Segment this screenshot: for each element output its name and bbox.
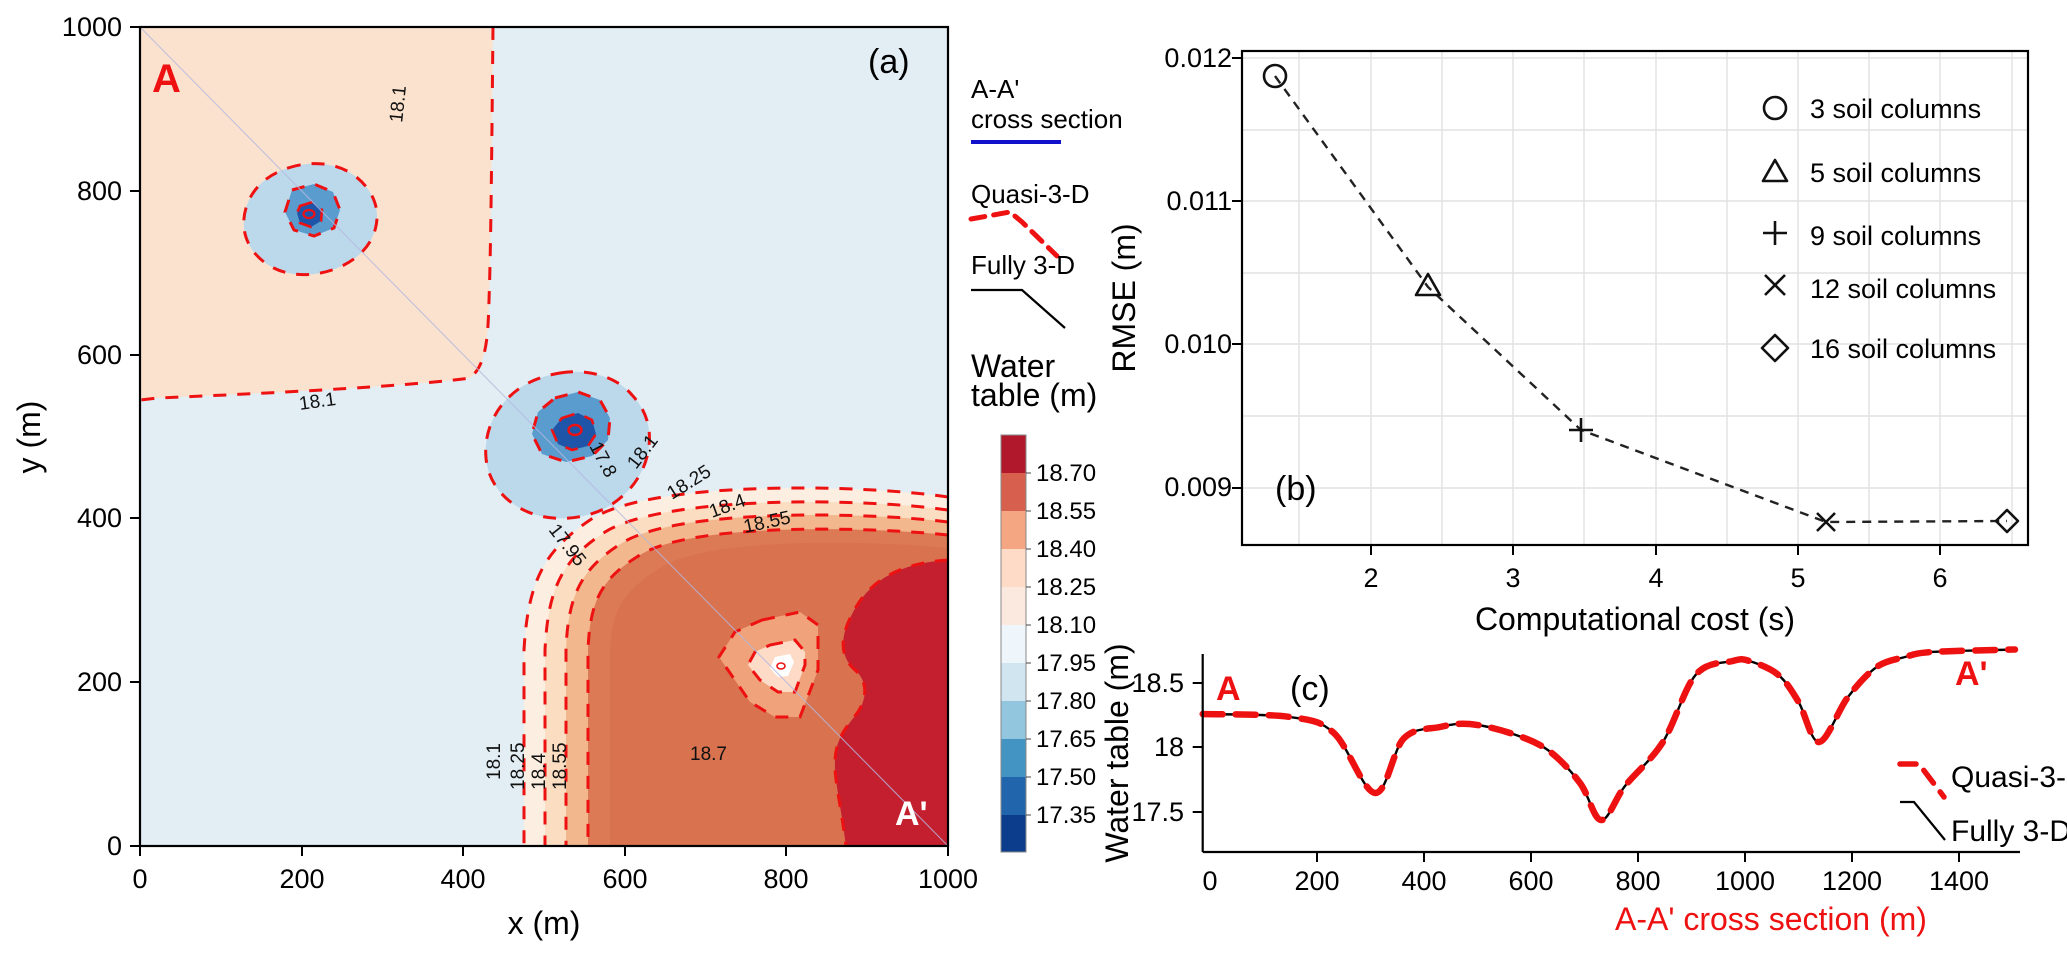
svg-text:5: 5	[1790, 563, 1805, 593]
svg-text:Fully 3-D: Fully 3-D	[971, 250, 1075, 280]
svg-text:400: 400	[1401, 866, 1446, 896]
svg-text:18: 18	[1154, 732, 1184, 762]
svg-text:18.25: 18.25	[1036, 574, 1096, 601]
svg-text:600: 600	[1508, 866, 1553, 896]
svg-text:4: 4	[1648, 563, 1663, 593]
svg-text:9 soil columns: 9 soil columns	[1810, 221, 1981, 251]
svg-text:5 soil columns: 5 soil columns	[1810, 158, 1981, 188]
svg-text:400: 400	[77, 503, 122, 533]
svg-text:6: 6	[1932, 563, 1947, 593]
svg-text:17.50: 17.50	[1036, 764, 1096, 791]
svg-text:3 soil columns: 3 soil columns	[1810, 94, 1981, 124]
svg-text:400: 400	[440, 864, 485, 894]
svg-text:18.1: 18.1	[386, 85, 411, 124]
svg-text:2: 2	[1363, 563, 1378, 593]
svg-text:800: 800	[1615, 866, 1660, 896]
svg-text:18.55: 18.55	[1036, 498, 1096, 525]
svg-text:1200: 1200	[1822, 866, 1882, 896]
svg-text:3: 3	[1505, 563, 1520, 593]
svg-text:18.5: 18.5	[1131, 668, 1184, 698]
svg-text:1000: 1000	[62, 12, 122, 42]
svg-text:17.35: 17.35	[1036, 802, 1096, 829]
svg-text:1000: 1000	[1715, 866, 1775, 896]
svg-text:17.65: 17.65	[1036, 726, 1096, 753]
svg-text:A': A'	[895, 795, 928, 833]
svg-text:17.80: 17.80	[1036, 688, 1096, 715]
svg-text:(b): (b)	[1275, 470, 1317, 508]
svg-text:0.012: 0.012	[1164, 43, 1232, 73]
svg-text:RMSE (m): RMSE (m)	[1106, 223, 1142, 372]
svg-text:1000: 1000	[918, 864, 978, 894]
svg-text:18.70: 18.70	[1036, 460, 1096, 487]
svg-text:12 soil columns: 12 soil columns	[1810, 274, 1996, 304]
svg-text:0: 0	[1202, 866, 1217, 896]
svg-text:16 soil columns: 16 soil columns	[1810, 334, 1996, 364]
svg-text:Water table (m): Water table (m)	[1099, 643, 1135, 862]
svg-text:18.55: 18.55	[550, 742, 571, 790]
svg-text:800: 800	[77, 176, 122, 206]
svg-text:800: 800	[763, 864, 808, 894]
svg-text:600: 600	[602, 864, 647, 894]
svg-text:A: A	[152, 57, 181, 101]
svg-text:cross section: cross section	[971, 104, 1123, 134]
svg-text:table (m): table (m)	[971, 377, 1097, 413]
svg-text:Quasi-3-D: Quasi-3-D	[971, 179, 1089, 209]
svg-text:18.1: 18.1	[484, 743, 505, 780]
svg-text:y (m): y (m)	[11, 401, 47, 474]
svg-text:18.7: 18.7	[690, 744, 727, 765]
svg-text:200: 200	[77, 667, 122, 697]
svg-text:A-A': A-A'	[971, 74, 1019, 104]
svg-text:A-A' cross section (m): A-A' cross section (m)	[1615, 901, 1927, 937]
svg-text:0.009: 0.009	[1164, 472, 1232, 502]
svg-text:17.5: 17.5	[1131, 797, 1184, 827]
svg-text:x (m): x (m)	[508, 905, 581, 941]
svg-text:18.40: 18.40	[1036, 536, 1096, 563]
svg-text:(c): (c)	[1290, 670, 1330, 708]
svg-text:A: A	[1216, 670, 1241, 708]
svg-text:200: 200	[279, 864, 324, 894]
svg-text:(a): (a)	[868, 43, 910, 81]
svg-text:0: 0	[107, 831, 122, 861]
svg-text:Quasi-3-D: Quasi-3-D	[1951, 761, 2067, 794]
svg-text:18.10: 18.10	[1036, 612, 1096, 639]
svg-text:18.4: 18.4	[529, 753, 550, 790]
svg-text:0.010: 0.010	[1164, 329, 1232, 359]
svg-text:Computational cost (s): Computational cost (s)	[1475, 601, 1795, 637]
svg-text:17.95: 17.95	[1036, 650, 1096, 677]
svg-text:0: 0	[132, 864, 147, 894]
svg-text:600: 600	[77, 340, 122, 370]
svg-text:A': A'	[1955, 655, 1988, 693]
svg-text:200: 200	[1294, 866, 1339, 896]
svg-text:1400: 1400	[1929, 866, 1989, 896]
svg-text:Fully 3-D: Fully 3-D	[1951, 815, 2067, 848]
svg-text:18.25: 18.25	[508, 742, 529, 790]
svg-text:0.011: 0.011	[1166, 186, 1232, 216]
